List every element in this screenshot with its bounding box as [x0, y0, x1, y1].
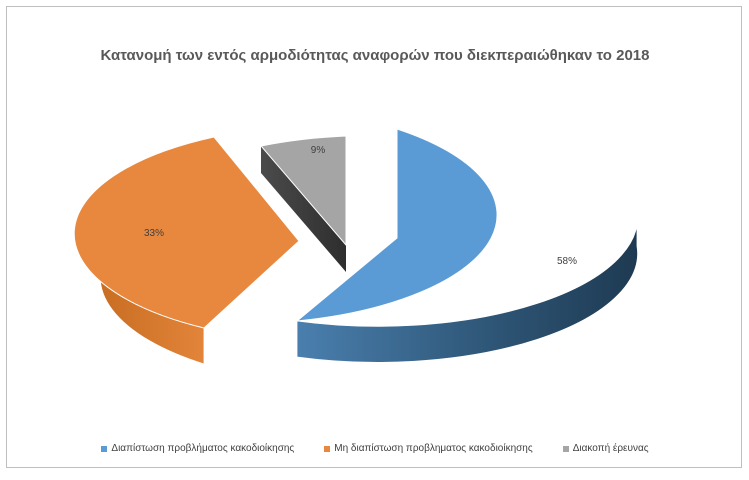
legend-label-gray: Διακοπή έρευνας [572, 443, 649, 454]
legend-swatch-blue [101, 445, 108, 452]
data-label-orange: 33% [144, 228, 164, 239]
legend-item-orange: Μη διαπίστωση προβληματος κακοδιοίκησης [324, 443, 533, 454]
chart-title: Κατανομή των εντός αρμοδιότητας αναφορών… [100, 47, 650, 64]
legend-label-orange: Μη διαπίστωση προβληματος κακοδιοίκησης [334, 443, 533, 454]
legend: Διαπίστωση προβλήματος κακοδιοίκησης Μη … [7, 443, 743, 454]
legend-swatch-orange [324, 445, 331, 452]
chart-frame: Κατανομή των εντός αρμοδιότητας αναφορών… [6, 6, 742, 468]
slice-gray-top [260, 135, 347, 247]
legend-label-blue: Διαπίστωση προβλήματος κακοδιοίκησης [111, 443, 295, 454]
pie-chart: 58% 33% 9% [73, 128, 638, 365]
legend-item-gray: Διακοπή έρευνας [562, 443, 649, 454]
data-label-blue: 58% [557, 256, 577, 267]
slice-blue-side [296, 134, 638, 363]
slice-orange-top [73, 136, 300, 329]
data-label-gray: 9% [311, 145, 326, 156]
legend-item-blue: Διαπίστωση προβλήματος κακοδιοίκησης [101, 443, 294, 454]
slice-blue-top [295, 128, 498, 322]
legend-swatch-gray [562, 445, 569, 452]
slice-gray-inner-wall [261, 146, 346, 272]
